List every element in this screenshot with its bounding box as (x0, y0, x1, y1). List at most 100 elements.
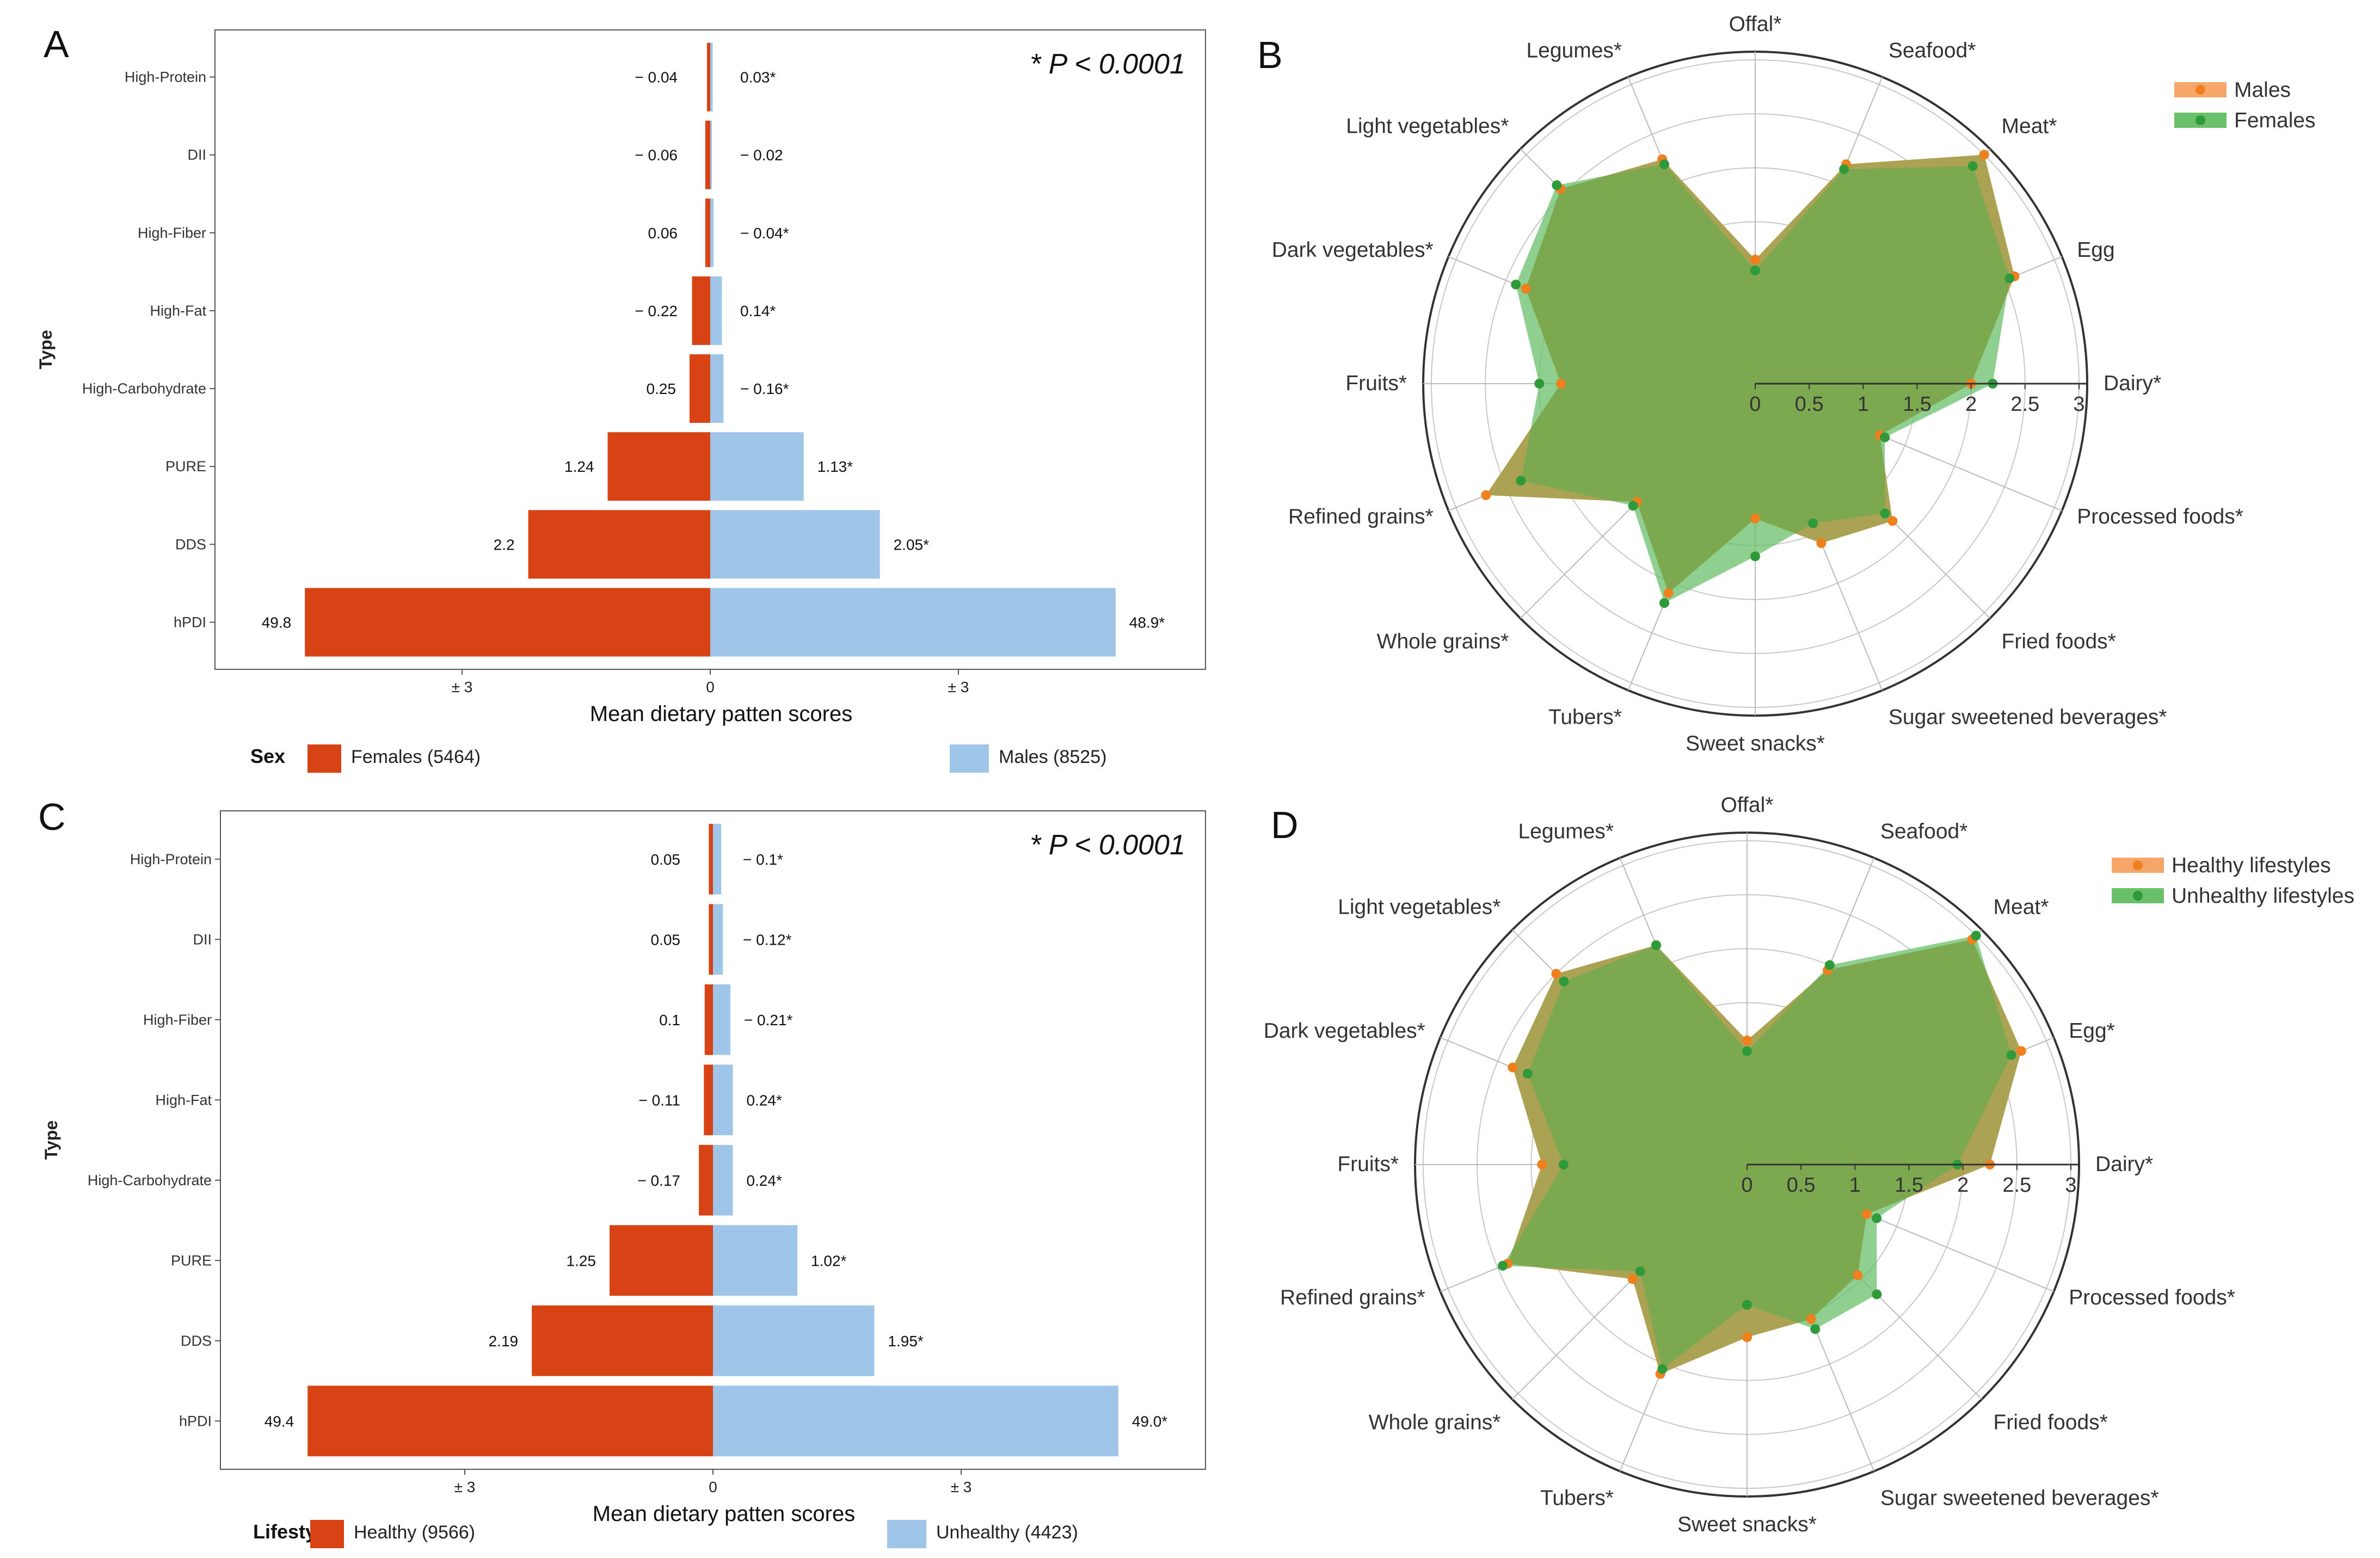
bar-males-high-fat (710, 276, 722, 345)
value-label-left: 0.05 (651, 931, 681, 948)
category-label: hPDI (179, 1413, 212, 1429)
x-tick-label: 0 (706, 679, 715, 695)
value-label-right: 0.24* (746, 1172, 782, 1189)
radar-point (1498, 1260, 1508, 1271)
radar-overlap (1486, 155, 2015, 593)
bar-unhealthy-dii (713, 904, 723, 975)
legend-label: Healthy lifestyles (2172, 854, 2331, 877)
value-label-left: 49.8 (262, 614, 292, 631)
radar-point (1750, 265, 1760, 275)
category-label: DII (193, 931, 212, 947)
category-label: DDS (175, 536, 206, 552)
bar-unhealthy-pure (713, 1225, 798, 1296)
legend-dot (2195, 85, 2205, 95)
radar-point (1551, 969, 1561, 979)
x-tick-label: 0 (709, 1479, 717, 1495)
radar-point (1750, 254, 1760, 264)
bar-chart-c: High-Protein 0.05 − 0.1* DII 0.05 − 0.12* High… (41, 810, 1206, 1548)
radar-point (1824, 960, 1835, 970)
bar-unhealthy-dds (713, 1305, 875, 1376)
radial-tick-label: 0 (1749, 393, 1761, 416)
radar-axis-label: Tubers* (1540, 1486, 1614, 1510)
value-label-left: 0.05 (651, 851, 681, 868)
radar-axis-label: Sweet snacks* (1677, 1513, 1817, 1536)
radar-axis-label: Egg* (2069, 1019, 2115, 1043)
value-label-right: 1.13* (817, 458, 853, 475)
radar-axis-label: Dark vegetables* (1272, 238, 1434, 262)
value-label-left: 49.4 (265, 1413, 294, 1430)
bar-healthy-high-fat (704, 1064, 713, 1136)
category-label: High-Fat (150, 303, 206, 319)
radar-axis-label: Whole grains* (1377, 630, 1509, 654)
radar-axis-label: Tubers* (1548, 705, 1622, 729)
radar-point (1872, 1289, 1882, 1300)
bar-males-dii (710, 120, 712, 189)
value-label-left: 2.2 (494, 536, 515, 553)
radar-point (1559, 976, 1569, 987)
radar-axis-label: Legumes* (1526, 39, 1622, 63)
radar-point (1521, 284, 1531, 294)
radial-tick-label: 2 (1957, 1174, 1969, 1197)
radar-axis-label: Meat* (1994, 895, 2049, 919)
value-label-left: 0.25 (647, 380, 677, 397)
category-label: High-Fiber (138, 225, 206, 241)
radar-point (1887, 516, 1898, 526)
radar-point (1853, 1270, 1863, 1280)
value-label-right: − 0.16* (740, 380, 789, 397)
radar-point (1508, 1062, 1518, 1073)
category-label: High-Carbohydrate (82, 380, 206, 397)
radial-tick-label: 3 (2073, 393, 2084, 416)
value-label-left: 1.25 (567, 1252, 596, 1269)
value-label-right: − 0.04* (740, 225, 789, 242)
category-label: PURE (171, 1252, 212, 1268)
value-label-left: − 0.17 (637, 1172, 680, 1189)
bar-males-high-carbohydrate (710, 354, 724, 423)
radar-point (1657, 1364, 1668, 1374)
x-tick-label: ± 3 (951, 1479, 972, 1495)
radar-point (1516, 476, 1526, 486)
x-axis-title: Mean dietary patten scores (593, 1502, 855, 1526)
value-label-left: − 0.11 (638, 1092, 680, 1109)
radar-axis-label: Meat* (2002, 114, 2057, 138)
bar-healthy-hpdi (308, 1385, 713, 1457)
radar-axis-label: Processed foods* (2069, 1286, 2235, 1309)
category-label: High-Fiber (143, 1012, 212, 1028)
value-label-right: 1.02* (811, 1252, 846, 1269)
radial-tick-label: 1.5 (1903, 393, 1932, 416)
value-label-left: − 0.22 (635, 303, 678, 319)
radar-axis-label: Sweet snacks* (1686, 732, 1825, 755)
radial-tick-label: 2.5 (2002, 1174, 2031, 1197)
category-label: High-Carbohydrate (88, 1172, 212, 1188)
legend-swatch-right (950, 744, 989, 773)
x-tick-label: ± 3 (452, 679, 473, 695)
radar-axis-label: Offal* (1721, 793, 1774, 817)
panel-label-d: D (1271, 804, 1299, 846)
radar-axis-label: Seafood* (1880, 820, 1967, 843)
radar-point (1808, 518, 1818, 528)
radar-point (1816, 538, 1826, 549)
category-label: DDS (181, 1333, 212, 1349)
radar-axis-label: Fried foods* (1994, 1411, 2108, 1434)
bar-females-pure (607, 432, 710, 501)
radial-tick-label: 2 (1965, 393, 1977, 416)
radar-axis-label: Egg (2077, 238, 2114, 262)
bar-females-hpdi (305, 588, 710, 657)
bar-unhealthy-hpdi (713, 1385, 1118, 1457)
bar-females-high-fat (692, 276, 710, 345)
bar-unhealthy-high-carbohydrate (713, 1144, 733, 1216)
radar-axis-label: Light vegetables* (1346, 114, 1509, 138)
legend-label-left: Healthy (9566) (354, 1522, 475, 1543)
bar-females-high-protein (706, 42, 710, 112)
value-label-left: − 0.06 (635, 147, 678, 164)
bar-females-dii (705, 120, 710, 189)
value-label-right: − 0.21* (744, 1012, 793, 1029)
radial-tick-label: 2.5 (2010, 393, 2039, 416)
significance-note: * P < 0.0001 (1030, 48, 1185, 80)
radar-axis-label: Fruits* (1337, 1153, 1399, 1176)
radar-point (1750, 551, 1760, 562)
value-label-right: − 0.02 (740, 147, 783, 164)
radar-point (1742, 1035, 1752, 1045)
bar-males-hpdi (710, 588, 1116, 657)
radar-point (1810, 1324, 1821, 1334)
